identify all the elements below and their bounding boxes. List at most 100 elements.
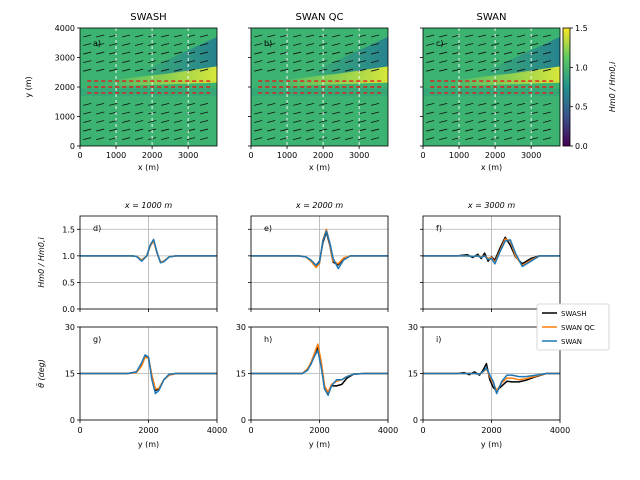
- direction-arrow: [83, 137, 92, 141]
- direction-arrow: [370, 128, 380, 132]
- series-swan: [80, 354, 217, 395]
- direction-arrow: [293, 128, 302, 132]
- direction-arrow: [148, 120, 157, 123]
- direction-arrow: [173, 34, 183, 38]
- direction-arrow: [306, 43, 315, 46]
- direction-arrow: [503, 103, 513, 106]
- x-tick-label: 0: [77, 426, 82, 435]
- direction-arrow: [267, 51, 276, 55]
- direction-arrow: [331, 128, 341, 132]
- direction-arrow: [542, 137, 552, 141]
- map-panel-b: SWAN QC b) 0 1000 2000 3000 x (m): [248, 12, 389, 172]
- direction-arrow: [465, 34, 474, 38]
- direction-arrow: [357, 103, 367, 106]
- direction-arrow: [122, 34, 131, 38]
- direction-arrow: [199, 51, 209, 55]
- direction-arrow: [148, 43, 157, 46]
- direction-arrow: [439, 43, 448, 46]
- direction-arrow: [542, 60, 552, 64]
- direction-arrow: [503, 34, 513, 38]
- direction-arrow: [122, 128, 131, 132]
- map-panels: SWASH a) 0 1000 2000 3000 x (m) 0 1000 2000 3000 40…: [24, 12, 561, 172]
- direction-arrow: [306, 120, 315, 123]
- direction-arrow: [439, 120, 448, 123]
- direction-arrow: [426, 34, 435, 38]
- direction-arrow: [529, 60, 539, 64]
- direction-arrow: [135, 103, 144, 106]
- direction-arrow: [426, 120, 435, 123]
- direction-arrow: [173, 103, 183, 106]
- colorbar-tick-label: 1.0: [575, 63, 588, 72]
- direction-arrow: [465, 120, 474, 123]
- direction-arrow: [452, 43, 461, 46]
- direction-arrow: [306, 128, 315, 132]
- direction-arrow: [293, 43, 302, 46]
- direction-arrow: [529, 137, 539, 141]
- direction-arrow: [96, 137, 105, 141]
- direction-arrow: [135, 43, 144, 46]
- panel-label: i): [436, 335, 441, 344]
- x-tick-label: 0: [248, 151, 253, 160]
- panel-title: SWAN QC: [295, 12, 343, 23]
- map-panel-c: SWAN c) 0 1000 2000 3000 x (m): [420, 12, 561, 172]
- panel-label: d): [93, 224, 101, 233]
- direction-arrow: [319, 60, 328, 64]
- direction-arrow: [542, 43, 552, 46]
- colorbar-tick-label: 1.5: [575, 24, 588, 33]
- x-tick-label: 4000: [378, 426, 398, 435]
- y-axis-label: θ̄ (deg): [36, 359, 46, 388]
- direction-arrow: [426, 68, 435, 72]
- direction-arrow: [293, 120, 302, 123]
- direction-arrow: [503, 51, 513, 55]
- direction-arrow: [186, 43, 196, 46]
- direction-arrow: [478, 111, 487, 115]
- direction-arrow: [122, 103, 131, 106]
- direction-arrow: [344, 34, 354, 38]
- direction-arrow: [135, 51, 144, 55]
- direction-arrow: [426, 128, 435, 132]
- direction-arrow: [439, 34, 448, 38]
- direction-arrow: [306, 34, 315, 38]
- map-panel-a: SWASH a) 0 1000 2000 3000 x (m) 0 1000 2000 3000 40…: [24, 12, 218, 172]
- direction-arrow: [173, 68, 183, 72]
- direction-arrow: [344, 68, 354, 72]
- direction-arrow: [370, 103, 380, 106]
- line-panel-h: h) 0 15 30 0 2000 4000 y (m): [236, 323, 398, 449]
- direction-arrow: [452, 128, 461, 132]
- direction-arrow: [357, 43, 367, 46]
- direction-arrow: [293, 68, 302, 72]
- direction-arrow: [344, 128, 354, 132]
- direction-arrow: [344, 43, 354, 46]
- direction-arrow: [306, 60, 315, 64]
- y-tick-label: 15: [236, 370, 246, 379]
- line-panel-f: f) x = 3000 m: [420, 201, 561, 312]
- direction-arrow: [465, 60, 474, 64]
- direction-arrow: [344, 103, 354, 106]
- direction-arrow: [109, 43, 118, 46]
- x-tick-label: 0: [77, 151, 82, 160]
- direction-arrow: [542, 120, 552, 123]
- direction-arrow: [516, 68, 526, 72]
- y-tick-label: 0: [241, 416, 246, 425]
- direction-arrow: [267, 111, 276, 115]
- field-shadow-zone: [134, 36, 217, 76]
- direction-arrow: [96, 51, 105, 55]
- x-tick-label: 2000: [138, 426, 158, 435]
- direction-arrow: [254, 120, 263, 123]
- direction-arrow: [160, 51, 170, 55]
- x-tick-label: 2000: [481, 426, 501, 435]
- direction-arrow: [331, 137, 341, 141]
- y-tick-label: 15: [65, 370, 75, 379]
- direction-arrow: [370, 34, 380, 38]
- direction-arrow: [439, 68, 448, 72]
- direction-arrow: [109, 128, 118, 132]
- direction-arrow: [83, 60, 92, 64]
- direction-arrow: [280, 68, 289, 72]
- direction-arrow: [439, 60, 448, 64]
- direction-arrow: [491, 43, 500, 46]
- series-swan: [423, 239, 560, 268]
- direction-arrow: [267, 68, 276, 72]
- direction-arrow: [370, 43, 380, 46]
- colorbar-gradient: [562, 27, 571, 147]
